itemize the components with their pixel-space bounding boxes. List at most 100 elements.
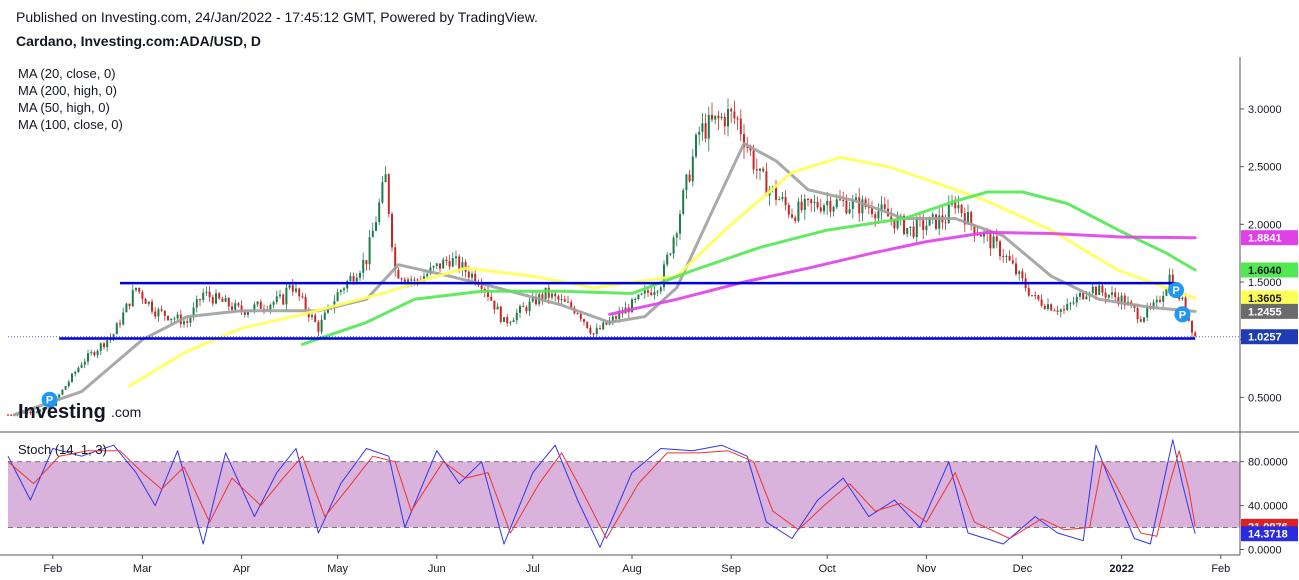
candle-body bbox=[765, 171, 768, 196]
candle bbox=[579, 312, 582, 322]
candle-body bbox=[211, 297, 214, 304]
candle-body bbox=[931, 214, 934, 217]
legend-ma50: MA (50, high, 0) bbox=[18, 100, 110, 115]
candle bbox=[205, 286, 208, 297]
candle bbox=[650, 287, 653, 297]
candle bbox=[237, 302, 240, 308]
candle bbox=[391, 211, 393, 252]
candle bbox=[634, 297, 637, 304]
x-tick-label: Mar bbox=[133, 563, 152, 575]
candle-body bbox=[503, 317, 505, 322]
candle-body bbox=[938, 215, 941, 229]
candle-body bbox=[298, 288, 301, 297]
candle bbox=[192, 302, 195, 321]
candle bbox=[298, 287, 301, 301]
candle bbox=[397, 267, 400, 279]
candle-body bbox=[77, 367, 80, 373]
candle bbox=[803, 194, 806, 220]
candle bbox=[1037, 294, 1040, 302]
candle bbox=[39, 409, 41, 413]
investing-logo: Investing .com bbox=[18, 401, 141, 423]
candle-body bbox=[93, 352, 96, 356]
candle-body bbox=[935, 214, 937, 229]
candle-body bbox=[813, 201, 816, 204]
candle-body bbox=[474, 273, 477, 284]
price-tags: 1.88411.60401.36051.24551.025721.097614.… bbox=[1241, 230, 1298, 542]
event-marker-label: P bbox=[1172, 285, 1179, 297]
candle bbox=[455, 250, 457, 266]
candle bbox=[343, 286, 345, 294]
candle bbox=[512, 317, 515, 323]
x-tick-label: May bbox=[327, 563, 348, 575]
candle-body bbox=[1181, 297, 1184, 300]
candle bbox=[1027, 282, 1030, 298]
candle-body bbox=[1069, 303, 1072, 305]
candle-body bbox=[42, 408, 45, 410]
candle bbox=[301, 292, 304, 299]
candle-body bbox=[506, 317, 509, 324]
candle-body bbox=[797, 201, 800, 221]
candle bbox=[461, 256, 464, 277]
candle-body bbox=[1011, 260, 1014, 264]
candle-body bbox=[586, 321, 589, 329]
x-tick-label: 2022 bbox=[1109, 563, 1133, 575]
last-price-tag: 1.0257 bbox=[1241, 329, 1298, 345]
candle-body bbox=[122, 312, 125, 325]
candle bbox=[256, 301, 259, 307]
candle-body bbox=[1050, 304, 1053, 311]
candle-body bbox=[592, 333, 595, 335]
candle-body bbox=[525, 307, 528, 312]
candle-body bbox=[1091, 286, 1094, 294]
candle bbox=[496, 302, 499, 310]
candle-body bbox=[320, 319, 323, 332]
candle-body bbox=[471, 273, 473, 278]
axes bbox=[0, 57, 1299, 559]
legend-ma100: MA (100, close, 0) bbox=[18, 117, 123, 132]
candle-body bbox=[349, 275, 352, 282]
candle bbox=[1143, 316, 1145, 324]
candle-body bbox=[163, 310, 166, 316]
candle-body bbox=[855, 197, 857, 200]
candle-body bbox=[61, 389, 64, 395]
candle-body bbox=[304, 296, 307, 310]
candle-body bbox=[583, 319, 585, 322]
candle bbox=[208, 286, 211, 302]
candle bbox=[829, 196, 832, 218]
candle-body bbox=[775, 186, 777, 200]
stoch-band-area bbox=[8, 461, 1240, 529]
ma50-line bbox=[300, 190, 1197, 346]
event-marker-circle bbox=[1168, 282, 1184, 299]
candle-body bbox=[1018, 271, 1021, 275]
candle-body bbox=[631, 299, 633, 313]
candle-body bbox=[480, 285, 483, 289]
candle bbox=[295, 283, 297, 294]
candle bbox=[141, 289, 144, 304]
candle-body bbox=[618, 311, 621, 319]
stoch-d-line bbox=[7, 450, 1196, 539]
ma200-value-tag-text: 1.8841 bbox=[1248, 233, 1282, 245]
candle bbox=[432, 265, 435, 271]
candlestick-series bbox=[7, 98, 1197, 417]
candle-body bbox=[407, 279, 409, 282]
candle-body bbox=[567, 301, 569, 303]
candle bbox=[346, 279, 349, 293]
candle-body bbox=[352, 275, 355, 282]
candle bbox=[915, 215, 918, 244]
candle bbox=[685, 173, 688, 200]
candle-body bbox=[871, 208, 873, 215]
candle bbox=[810, 198, 813, 212]
candle-body bbox=[218, 293, 221, 299]
candle bbox=[96, 349, 99, 359]
candle bbox=[880, 196, 883, 220]
candle bbox=[954, 196, 957, 214]
candle-body bbox=[272, 302, 275, 305]
symbol-title: Cardano, Investing.com:ADA/USD, D bbox=[16, 33, 262, 49]
candle bbox=[234, 299, 237, 313]
candle bbox=[1181, 296, 1184, 301]
candle-body bbox=[800, 201, 803, 211]
candle-body bbox=[32, 412, 35, 414]
x-tick-label: Oct bbox=[819, 563, 836, 575]
candle-body bbox=[672, 237, 675, 254]
candle bbox=[151, 298, 153, 315]
candle bbox=[1011, 254, 1014, 265]
